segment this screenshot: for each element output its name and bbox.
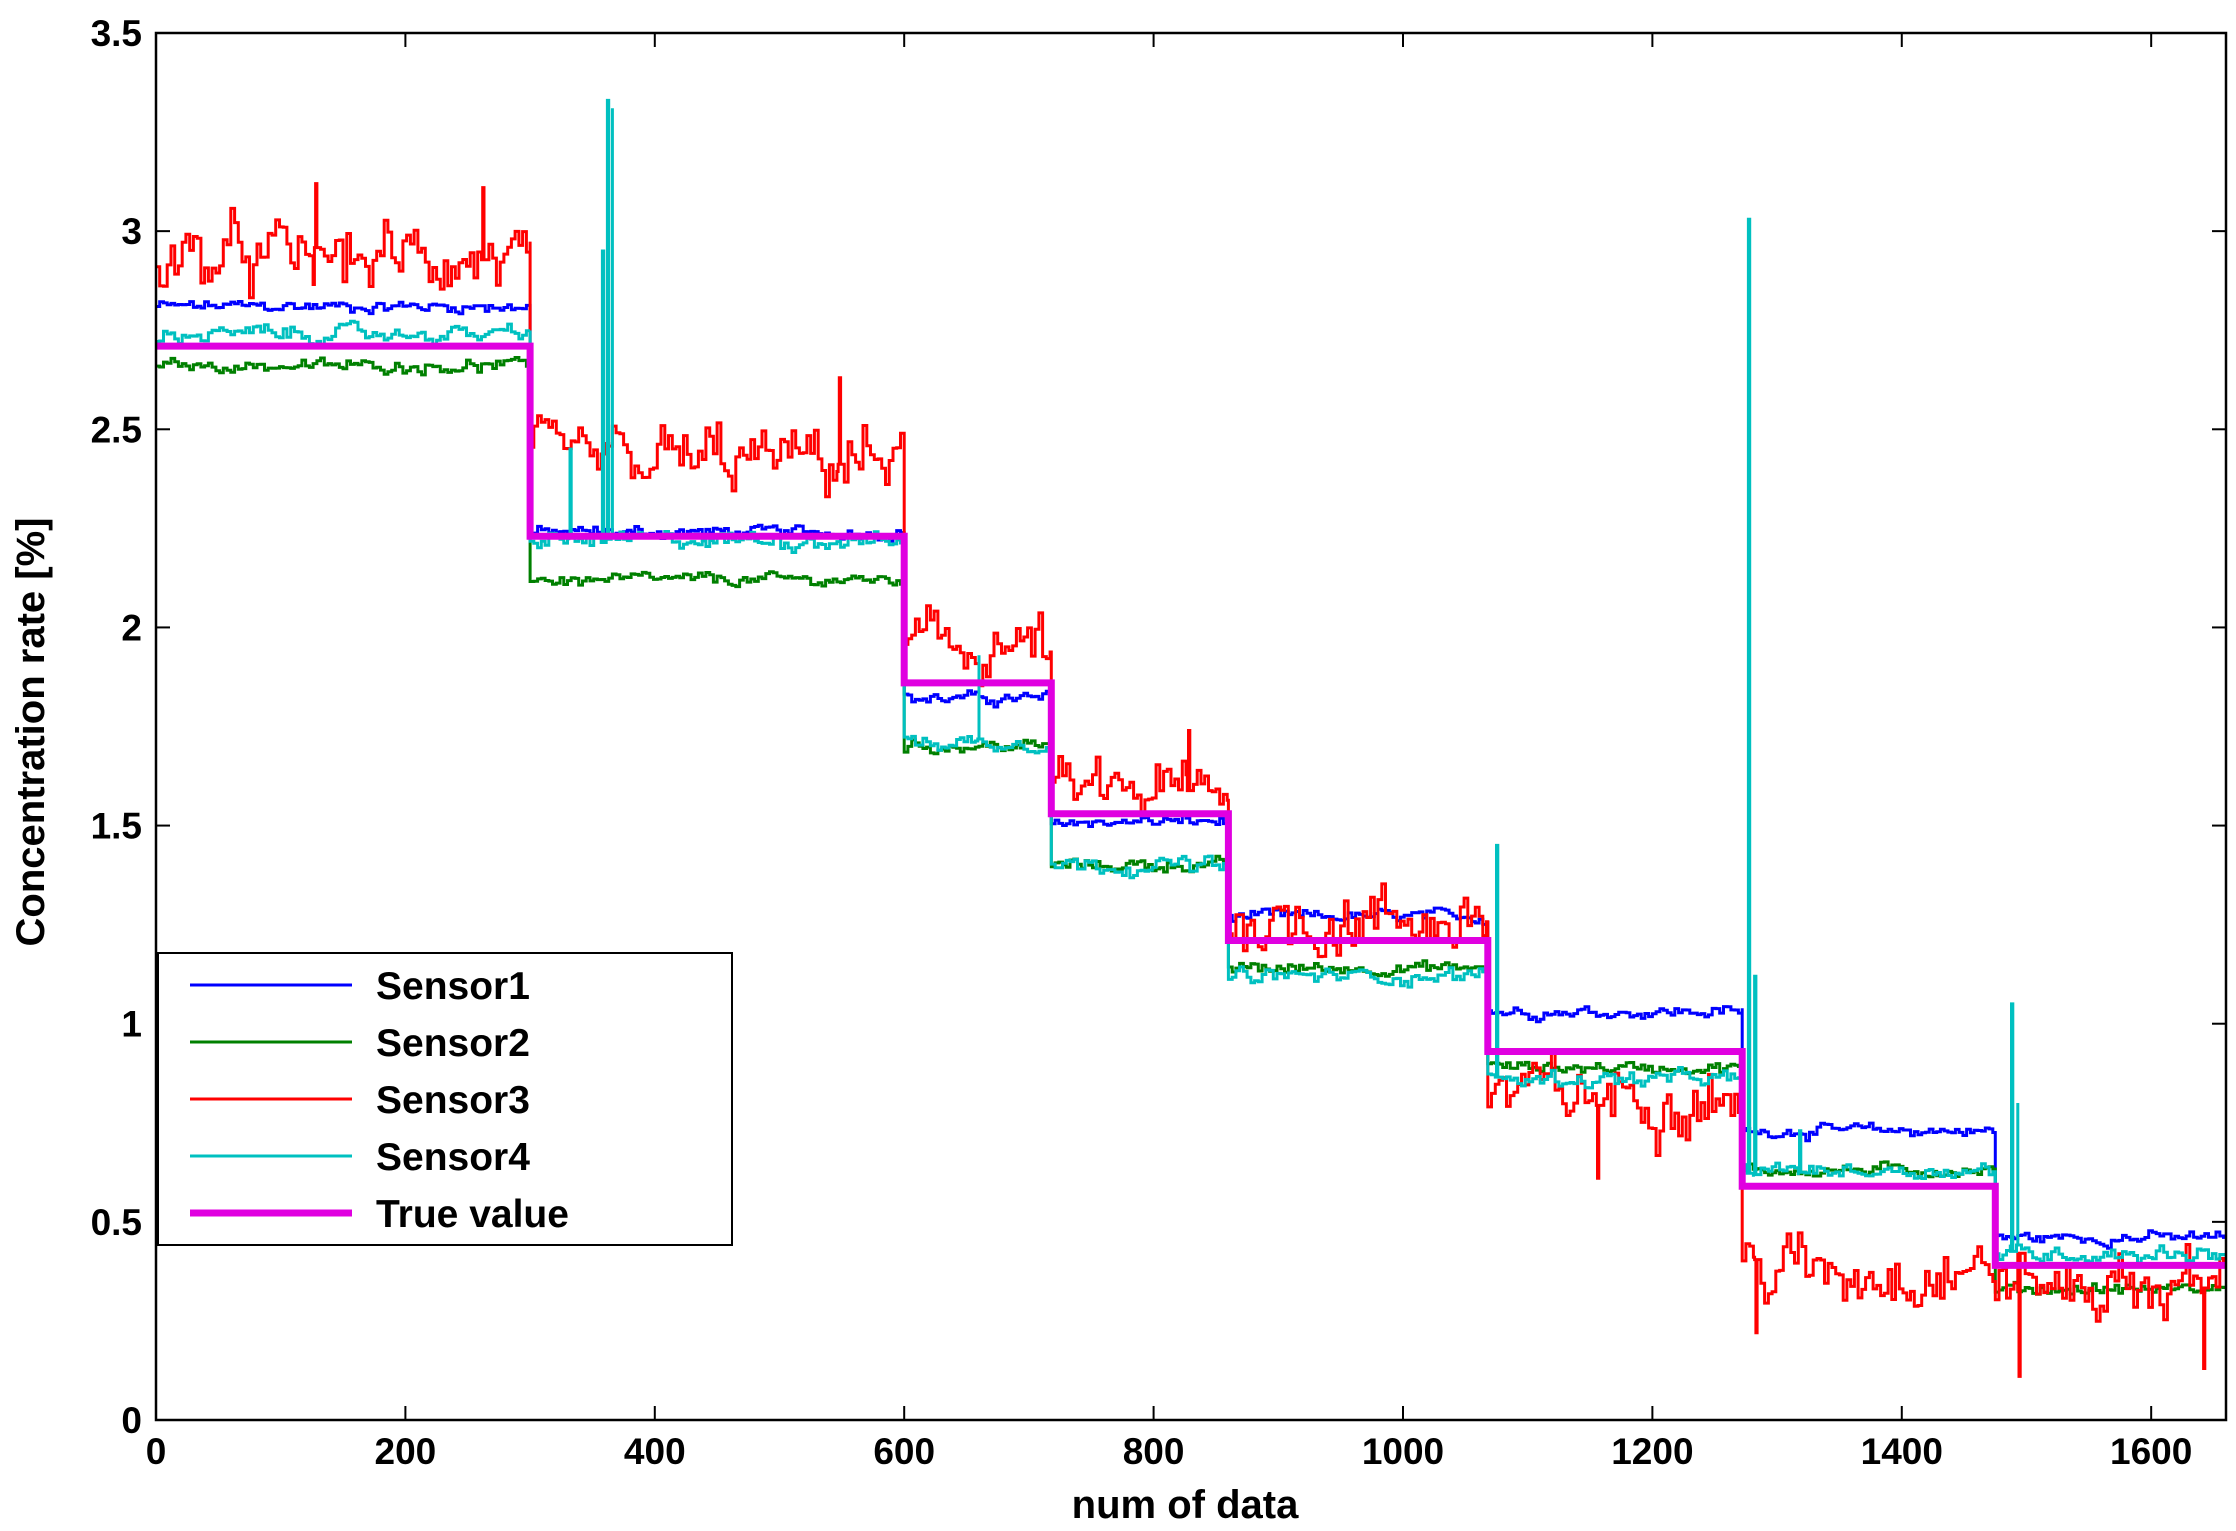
legend-label-sensor3: Sensor3 [376, 1079, 530, 1122]
y-tick-label: 2.5 [91, 409, 142, 450]
legend-label-sensor2: Sensor2 [376, 1022, 530, 1065]
y-tick-label: 0 [121, 1400, 142, 1441]
series-line-true-value [156, 342, 2226, 1269]
x-tick-label: 400 [624, 1431, 686, 1472]
series-line-sensor1 [156, 300, 2225, 1250]
series-line-sensor4 [156, 98, 2225, 1265]
legend-label-true-value: True value [376, 1193, 569, 1236]
x-tick-label: 1600 [2110, 1431, 2192, 1472]
y-tick-label: 3.5 [91, 13, 142, 54]
axis-tick-labels: 0 200 400 600 800 1000 1200 1400 1600 0 0.5 1 1.5 2 2.… [91, 13, 2193, 1472]
legend-label-sensor1: Sensor1 [376, 965, 530, 1008]
plot-frame [154, 31, 2228, 1422]
series-line-sensor3 [156, 182, 2225, 1378]
legend: Sensor1 Sensor2 Sensor3 Sensor4 True value [157, 952, 733, 1246]
x-axis-title: num of data [1072, 1483, 1299, 1527]
x-tick-label: 1200 [1611, 1431, 1693, 1472]
x-tick-label: 0 [146, 1431, 167, 1472]
y-tick-label: 2 [121, 607, 142, 648]
axis-ticks [155, 32, 2226, 1421]
data-lines [156, 98, 2226, 1378]
y-tick-label: 3 [121, 211, 142, 252]
x-tick-label: 200 [375, 1431, 437, 1472]
y-tick-label: 0.5 [91, 1202, 142, 1243]
y-tick-label: 1.5 [91, 806, 142, 847]
y-axis-title: Concentration rate [%] [9, 518, 53, 947]
legend-entries: Sensor1 Sensor2 Sensor3 Sensor4 True value [190, 965, 569, 1236]
x-tick-label: 1000 [1362, 1431, 1444, 1472]
y-tick-label: 1 [121, 1004, 142, 1045]
x-tick-label: 600 [873, 1431, 935, 1472]
x-tick-label: 1400 [1861, 1431, 1943, 1472]
legend-label-sensor4: Sensor4 [376, 1136, 530, 1179]
x-tick-label: 800 [1123, 1431, 1185, 1472]
